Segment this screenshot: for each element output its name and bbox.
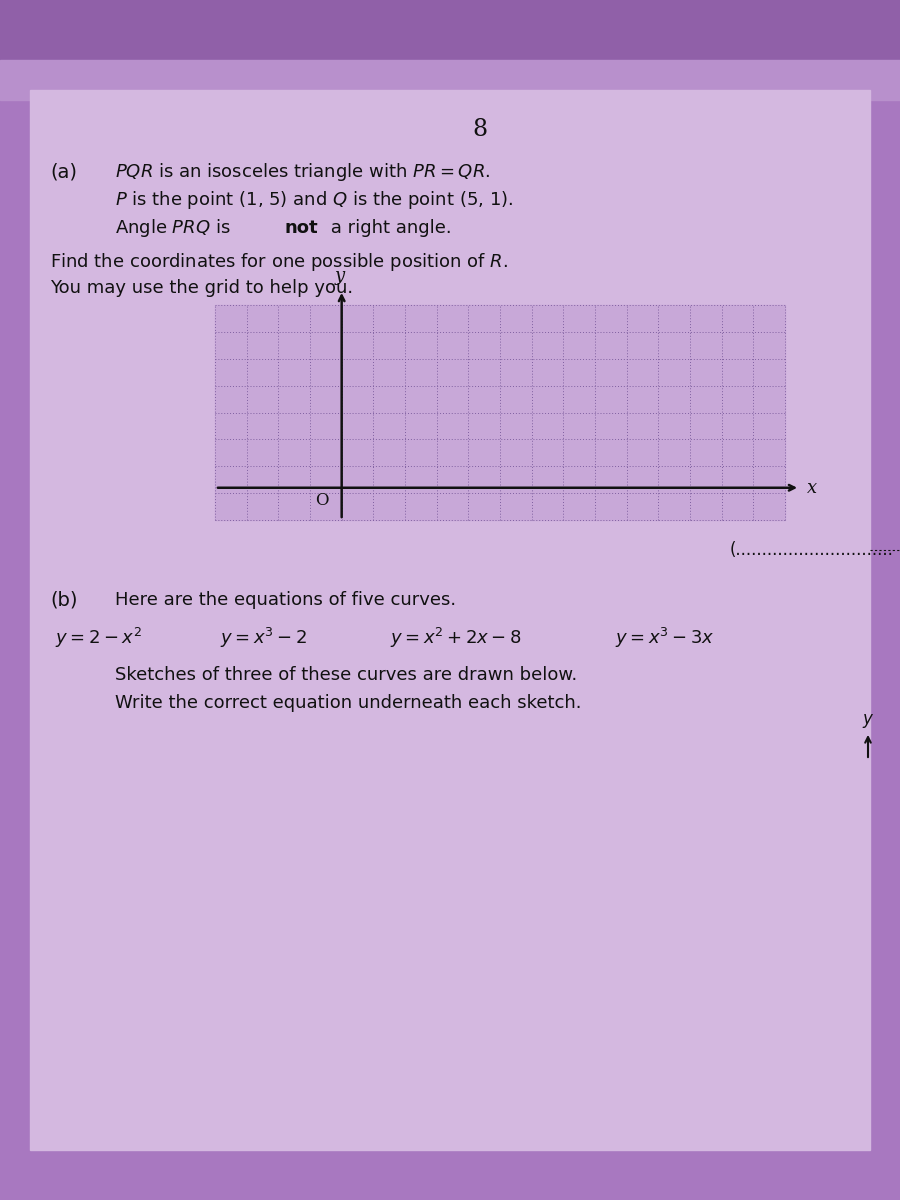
Text: Here are the equations of five curves.: Here are the equations of five curves.	[115, 590, 456, 608]
Text: not: not	[285, 218, 319, 236]
Text: 8: 8	[472, 119, 488, 142]
Text: $PQR$ is an isosceles triangle with $PR = QR$.: $PQR$ is an isosceles triangle with $PR …	[115, 161, 490, 182]
Text: $P$ is the point (1, 5) and $Q$ is the point (5, 1).: $P$ is the point (1, 5) and $Q$ is the p…	[115, 188, 513, 211]
Bar	[0, 0, 900, 60]
Text: (..............................: (..............................	[730, 541, 894, 559]
Text: Sketches of three of these curves are drawn below.: Sketches of three of these curves are dr…	[115, 666, 577, 684]
Text: a right angle.: a right angle.	[325, 218, 452, 236]
Text: $y = x^{3}-3x$: $y = x^{3}-3x$	[615, 626, 715, 650]
Text: (a): (a)	[50, 162, 77, 181]
Text: You may use the grid to help you.: You may use the grid to help you.	[50, 278, 353, 296]
Text: Find the coordinates for one possible position of $R$.: Find the coordinates for one possible po…	[50, 251, 508, 272]
Text: $y = x^{3}-2$: $y = x^{3}-2$	[220, 626, 307, 650]
Text: $y = x^{2}+2x-8$: $y = x^{2}+2x-8$	[390, 626, 522, 650]
Text: $y = 2-x^{2}$: $y = 2-x^{2}$	[55, 626, 142, 650]
Text: $y$: $y$	[862, 712, 874, 730]
Text: Angle $PRQ$ is: Angle $PRQ$ is	[115, 217, 231, 239]
Text: Write the correct equation underneath each sketch.: Write the correct equation underneath ea…	[115, 694, 581, 712]
Bar	[30, 90, 870, 1150]
Text: O: O	[315, 492, 328, 509]
Text: x: x	[807, 479, 817, 497]
Bar	[0, 60, 900, 100]
Bar	[215, 305, 785, 520]
Text: y: y	[335, 266, 345, 284]
Text: (b): (b)	[50, 590, 77, 610]
